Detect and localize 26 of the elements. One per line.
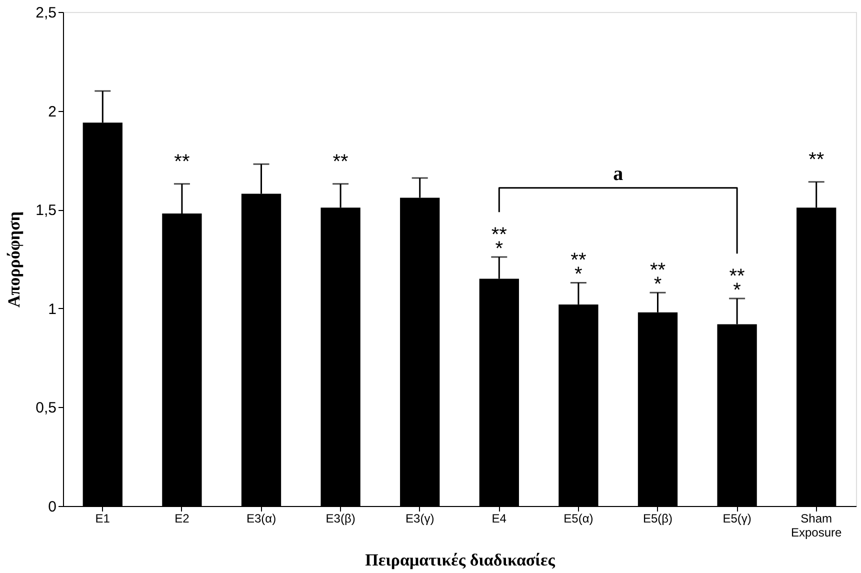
x-tick-label: Sham Exposure	[791, 512, 842, 540]
annotation: **	[332, 150, 349, 173]
x-tick-label: E4	[492, 512, 507, 526]
x-tick-label: E5(α)	[564, 512, 594, 526]
annotation: **	[174, 150, 190, 173]
y-tick-label: 2	[48, 103, 56, 120]
annotation: ** *	[491, 224, 508, 260]
x-tick-label: E5(β)	[642, 512, 673, 526]
annotation: a	[613, 162, 624, 185]
x-tick-label: E1	[95, 512, 110, 526]
x-axis-title: Πειραματικές διαδικασίες	[365, 550, 556, 570]
y-tick-label: 1	[48, 300, 56, 318]
annotation: ** *	[570, 250, 586, 286]
x-tick-label: E2	[174, 512, 190, 526]
annotation: **	[808, 148, 824, 171]
annotation: ** *	[729, 266, 746, 302]
x-tick-label: E5(γ)	[722, 512, 752, 526]
y-axis-title: Απορρόφηση	[4, 212, 24, 308]
x-tick-label: E3(β)	[326, 512, 356, 526]
y-tick-label: 1,5	[36, 202, 56, 220]
x-tick-label: E3(α)	[246, 512, 276, 526]
annotation: ** *	[650, 260, 666, 296]
y-tick-label: 0,5	[36, 400, 56, 417]
y-tick-label: 0	[48, 498, 56, 516]
x-tick-label: E3(γ)	[406, 512, 434, 526]
y-tick-label: 2,5	[36, 4, 56, 22]
